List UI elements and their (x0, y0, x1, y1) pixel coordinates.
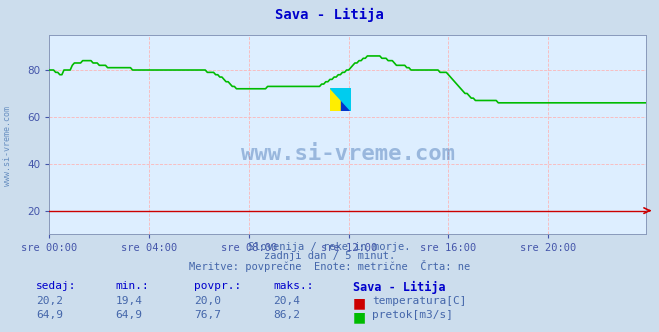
Polygon shape (330, 88, 341, 111)
Text: 64,9: 64,9 (115, 310, 142, 320)
Text: povpr.:: povpr.: (194, 281, 242, 290)
Text: min.:: min.: (115, 281, 149, 290)
Polygon shape (330, 88, 351, 111)
Text: www.si-vreme.com: www.si-vreme.com (241, 144, 455, 164)
Text: 20,4: 20,4 (273, 296, 301, 306)
Polygon shape (341, 88, 351, 111)
Text: 20,2: 20,2 (36, 296, 63, 306)
Text: 76,7: 76,7 (194, 310, 221, 320)
Text: Sava - Litija: Sava - Litija (275, 8, 384, 23)
Text: Slovenija / reke in morje.: Slovenija / reke in morje. (248, 242, 411, 252)
Text: ■: ■ (353, 310, 366, 324)
Text: temperatura[C]: temperatura[C] (372, 296, 467, 306)
Text: www.si-vreme.com: www.si-vreme.com (3, 106, 13, 186)
Text: ■: ■ (353, 296, 366, 310)
Text: 20,0: 20,0 (194, 296, 221, 306)
Text: 19,4: 19,4 (115, 296, 142, 306)
Text: 64,9: 64,9 (36, 310, 63, 320)
Text: maks.:: maks.: (273, 281, 314, 290)
Text: zadnji dan / 5 minut.: zadnji dan / 5 minut. (264, 251, 395, 261)
Text: Sava - Litija: Sava - Litija (353, 281, 445, 293)
Text: pretok[m3/s]: pretok[m3/s] (372, 310, 453, 320)
Text: Meritve: povprečne  Enote: metrične  Črta: ne: Meritve: povprečne Enote: metrične Črta:… (189, 260, 470, 272)
Text: 86,2: 86,2 (273, 310, 301, 320)
Text: sedaj:: sedaj: (36, 281, 76, 290)
